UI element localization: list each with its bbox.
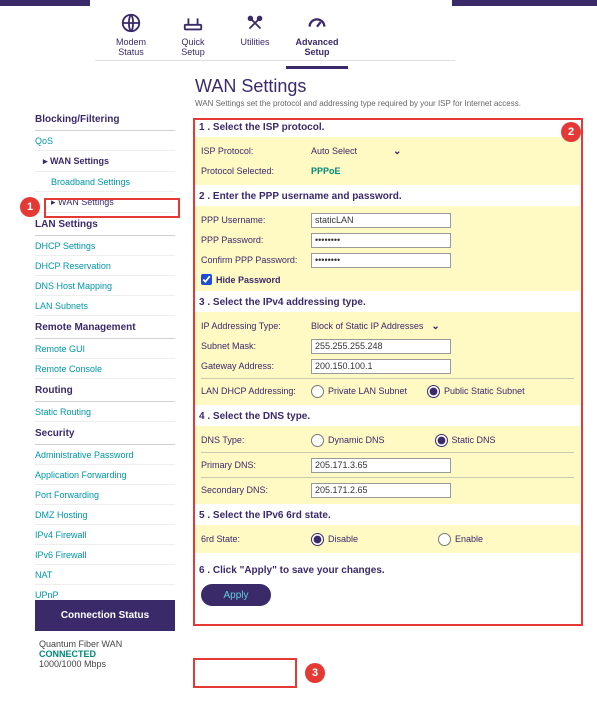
topbar-accent-right [452,0,597,6]
connection-state: CONNECTED [39,649,171,659]
page-desc: WAN Settings set the protocol and addres… [195,99,580,108]
connection-status-panel: Connection Status Quantum Fiber WAN CONN… [35,600,175,677]
sidebar-item-ipv6-firewall[interactable]: IPv6 Firewall [35,545,175,565]
isp-protocol-select[interactable]: Auto Select ⌄ [311,146,401,157]
ip-addressing-label: IP Addressing Type: [201,321,311,331]
sidebar-heading-remote: Remote Management [35,316,175,339]
sidebar-item-nat[interactable]: NAT [35,565,175,585]
isp-protocol-label: ISP Protocol: [201,146,311,156]
ppp-password-input[interactable] [311,233,451,248]
sidebar-item-qos[interactable]: QoS [35,131,175,151]
ppp-confirm-label: Confirm PPP Password: [201,255,311,265]
protocol-selected-value: PPPoE [311,166,341,176]
lan-dhcp-label: LAN DHCP Addressing: [201,386,311,396]
ip-addressing-select[interactable]: Block of Static IP Addresses ⌄ [311,321,440,332]
page-title: WAN Settings [195,76,580,97]
radio-public-static[interactable]: Public Static Subnet [427,385,525,398]
sidebar-item-dhcp-reservation[interactable]: DHCP Reservation [35,256,175,276]
radio-private-lan[interactable]: Private LAN Subnet [311,385,407,398]
sidebar-item-admin-password[interactable]: Administrative Password [35,445,175,465]
gateway-input[interactable] [311,359,451,374]
tab-label: Modem Status [100,38,162,58]
subnet-mask-label: Subnet Mask: [201,341,311,351]
annotation-box-3 [193,658,297,688]
tab-label: Utilities [224,38,286,48]
annotation-badge-1: 1 [20,197,40,217]
sidebar-heading-security: Security [35,422,175,445]
connection-speed: 1000/1000 Mbps [39,659,171,669]
tab-label: Quick Setup [162,38,224,58]
radio-6rd-disable[interactable]: Disable [311,533,358,546]
ip-addressing-value: Block of Static IP Addresses [311,321,423,331]
isp-protocol-value: Auto Select [311,146,357,156]
globe-icon [120,12,142,34]
radio-6rd-enable[interactable]: Enable [438,533,483,546]
dns-type-label: DNS Type: [201,435,311,445]
ppp-username-label: PPP Username: [201,215,311,225]
radio-static-dns[interactable]: Static DNS [435,434,496,447]
sidebar-heading-routing: Routing [35,379,175,402]
tab-label: Advanced Setup [286,38,348,58]
connection-line: Quantum Fiber WAN [39,639,171,649]
ppp-password-label: PPP Password: [201,235,311,245]
primary-dns-label: Primary DNS: [201,460,311,470]
sidebar-item-port-forwarding[interactable]: Port Forwarding [35,485,175,505]
sidebar-heading-lan: LAN Settings [35,213,175,236]
radio-dynamic-dns[interactable]: Dynamic DNS [311,434,385,447]
sidebar: Blocking/Filtering QoS WAN Settings Broa… [35,108,175,605]
sidebar-item-broadband[interactable]: Broadband Settings [35,172,175,192]
subnet-mask-input[interactable] [311,339,451,354]
sidebar-item-dhcp[interactable]: DHCP Settings [35,236,175,256]
connection-status-title: Connection Status [35,600,175,631]
main-content: WAN Settings WAN Settings set the protoc… [195,76,580,606]
sidebar-item-app-forwarding[interactable]: Application Forwarding [35,465,175,485]
protocol-selected-label: Protocol Selected: [201,166,311,176]
step3-title: 3 . Select the IPv4 addressing type. [195,291,580,312]
hide-password-checkbox[interactable] [201,274,212,285]
chevron-down-icon: ⌄ [431,321,439,332]
tools-icon [244,12,266,34]
secondary-dns-input[interactable] [311,483,451,498]
step5-title: 5 . Select the IPv6 6rd state. [195,504,580,525]
sidebar-item-lan-subnets[interactable]: LAN Subnets [35,296,175,316]
sidebar-item-wan-header[interactable]: WAN Settings [35,151,175,172]
sidebar-item-remote-console[interactable]: Remote Console [35,359,175,379]
annotation-badge-2: 2 [561,122,581,142]
6rd-state-label: 6rd State: [201,534,311,544]
sidebar-item-remote-gui[interactable]: Remote GUI [35,339,175,359]
chevron-down-icon: ⌄ [393,146,401,157]
ppp-username-input[interactable] [311,213,451,228]
gateway-label: Gateway Address: [201,361,311,371]
topbar-accent-left [0,0,90,6]
ppp-confirm-input[interactable] [311,253,451,268]
sidebar-heading-blocking: Blocking/Filtering [35,108,175,131]
step1-title: 1 . Select the ISP protocol. [195,116,580,137]
step2-title: 2 . Enter the PPP username and password. [195,185,580,206]
step6-title: 6 . Click "Apply" to save your changes. [195,559,580,580]
annotation-badge-3: 3 [305,663,325,683]
apply-button[interactable]: Apply [201,584,271,606]
secondary-dns-label: Secondary DNS: [201,485,311,495]
sidebar-item-wan-settings[interactable]: WAN Settings [35,192,175,213]
sidebar-item-dns-host[interactable]: DNS Host Mapping [35,276,175,296]
sidebar-item-dmz[interactable]: DMZ Hosting [35,505,175,525]
gauge-icon [306,12,328,34]
tabs-underline [95,60,455,61]
sidebar-item-ipv4-firewall[interactable]: IPv4 Firewall [35,525,175,545]
primary-dns-input[interactable] [311,458,451,473]
step4-title: 4 . Select the DNS type. [195,405,580,426]
router-icon [182,12,204,34]
hide-password-label: Hide Password [216,275,281,285]
sidebar-item-static-routing[interactable]: Static Routing [35,402,175,422]
